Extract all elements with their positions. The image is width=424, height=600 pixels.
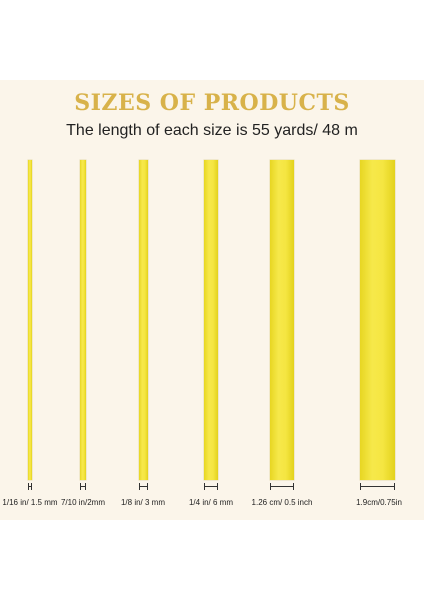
width-marker-icon — [270, 483, 294, 491]
ribbon-1-8-inch — [139, 160, 148, 480]
ribbon-0-5-inch — [270, 160, 294, 480]
size-label: 7/10 in/2mm — [60, 498, 106, 507]
size-label: 1/16 in/ 1.5 mm — [2, 498, 58, 507]
width-marker-icon — [28, 483, 32, 491]
size-label: 1/8 in/ 3 mm — [120, 498, 165, 507]
size-label: 1/4 in/ 6 mm — [188, 498, 233, 507]
width-marker-icon — [204, 483, 218, 491]
ribbon-0-75-inch — [360, 160, 395, 480]
width-marker-icon — [80, 483, 86, 491]
size-label: 1.26 cm/ 0.5 inch — [251, 498, 313, 507]
page-subtitle: The length of each size is 55 yards/ 48 … — [66, 122, 358, 139]
page-title: SIZES OF PRODUCTS — [74, 90, 350, 116]
ribbon-size-comparison: 1/16 in/ 1.5 mm 7/10 in/2mm 1/8 in/ 3 mm… — [0, 160, 424, 507]
ribbon-1-4-inch — [204, 160, 218, 480]
ribbon-7-10-inch — [80, 160, 86, 480]
ribbon-1-16-inch — [28, 160, 32, 480]
size-label: 1.9cm/0.75in — [356, 498, 402, 507]
width-marker-icon — [360, 483, 395, 491]
width-marker-icon — [139, 483, 148, 491]
